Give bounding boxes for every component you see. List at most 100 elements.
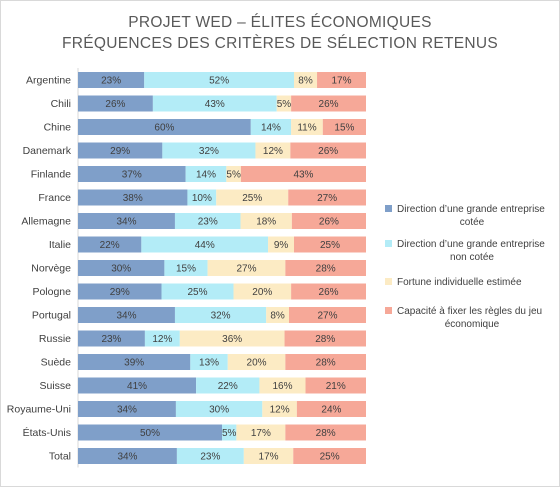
- data-label: 12%: [270, 405, 290, 416]
- legend: Direction d’une grande entreprise cotée Di…: [385, 204, 545, 330]
- bar-segment-2: [185, 166, 227, 182]
- data-label: 5%: [277, 99, 292, 110]
- category-label: Portugal: [32, 310, 71, 322]
- bar-segment-4: [291, 95, 366, 112]
- legend-label: Capacité à fixer les règles du jeu: [397, 306, 542, 317]
- bar-segment-1: [78, 424, 222, 441]
- data-label: 27%: [236, 264, 256, 275]
- plot-area: Argentine 23% 52% 8% 17% Chili 26% 43% 5% 26% Chin…: [7, 68, 366, 468]
- data-label: 8%: [270, 311, 285, 322]
- data-label: 32%: [199, 146, 219, 157]
- bar-segment-2: [174, 307, 267, 323]
- bar-segment-3: [240, 213, 292, 229]
- bar-segment-4: [305, 377, 366, 394]
- chart-title-line-2: FRÉQUENCES DES CRITÈRES DE SÉLECTION RET…: [62, 35, 498, 52]
- bar-segment-3: [266, 307, 290, 323]
- bar-segment-1: [78, 166, 186, 182]
- bar-segment-4: [322, 119, 366, 135]
- data-label: 23%: [101, 334, 121, 345]
- bar-segment-1: [78, 330, 145, 347]
- category-label: Danemark: [23, 145, 72, 157]
- bar-segment-2: [176, 448, 244, 464]
- bar-segment-3: [262, 401, 297, 417]
- data-label: 26%: [319, 99, 339, 110]
- data-label: 25%: [188, 287, 208, 298]
- data-label: 20%: [252, 287, 272, 298]
- bar-segment-3: [243, 448, 294, 464]
- data-label: 27%: [317, 193, 337, 204]
- data-label: 29%: [110, 287, 130, 298]
- legend-label: Fortune individuelle estimée: [397, 277, 522, 288]
- bar-segment-1: [78, 213, 175, 229]
- bar-segment-3: [179, 330, 285, 347]
- bar-segment-3: [259, 377, 306, 394]
- category-label: Suède: [41, 357, 72, 369]
- category-label: France: [38, 192, 71, 204]
- legend-swatch-4: [385, 307, 392, 314]
- data-label: 32%: [211, 311, 231, 322]
- bar-segment-3: [227, 354, 286, 370]
- legend-label: Direction d’une grande entreprise: [397, 239, 545, 250]
- data-label: 23%: [101, 76, 121, 87]
- data-label: 17%: [259, 452, 279, 463]
- bar-segment-4: [285, 260, 366, 276]
- data-label: 25%: [320, 452, 340, 463]
- bar-segment-4: [317, 72, 366, 88]
- category-label: États-Unis: [23, 426, 71, 439]
- bar-segment-1: [78, 119, 251, 135]
- bar-segment-2: [161, 283, 234, 300]
- data-label: 26%: [105, 99, 125, 110]
- bar-segment-4: [293, 448, 366, 464]
- data-label: 14%: [196, 170, 216, 181]
- legend-label: non cotée: [450, 252, 494, 263]
- bar-segment-1: [78, 307, 175, 323]
- bar-segment-4: [289, 307, 366, 323]
- data-label: 26%: [318, 146, 338, 157]
- category-label: Total: [49, 451, 71, 463]
- bar-segment-4: [294, 236, 366, 253]
- bar-segment-2: [162, 142, 256, 159]
- data-label: 5%: [222, 428, 237, 439]
- data-label: 25%: [242, 193, 262, 204]
- bar-segment-2: [175, 401, 263, 417]
- category-label: Russie: [39, 333, 71, 345]
- bar-segment-2: [187, 189, 217, 206]
- bar-segment-1: [78, 189, 188, 206]
- category-label: Norvège: [31, 263, 71, 275]
- legend-label: Direction d’une grande entreprise: [397, 204, 545, 215]
- bar-segment-2: [222, 424, 237, 441]
- bar-segment-3: [255, 142, 291, 159]
- data-label: 37%: [122, 170, 142, 181]
- data-label: 22%: [100, 240, 120, 251]
- data-label: 10%: [192, 193, 212, 204]
- bar-segment-1: [78, 236, 142, 253]
- category-label: Argentine: [26, 75, 71, 87]
- data-label: 28%: [316, 428, 336, 439]
- data-label: 26%: [319, 217, 339, 228]
- category-label: Suisse: [39, 380, 71, 392]
- data-label: 17%: [332, 76, 352, 87]
- bar-segment-4: [285, 424, 366, 441]
- data-label: 43%: [205, 99, 225, 110]
- legend-swatch-3: [385, 278, 392, 285]
- data-label: 15%: [176, 264, 196, 275]
- bar-segment-1: [78, 260, 165, 276]
- data-label: 28%: [316, 264, 336, 275]
- data-label: 38%: [123, 193, 143, 204]
- bar-segment-4: [291, 213, 366, 229]
- data-label: 14%: [261, 123, 281, 134]
- data-label: 5%: [226, 170, 241, 181]
- bar-segment-3: [268, 236, 294, 253]
- bar-segment-4: [296, 401, 366, 417]
- data-label: 22%: [218, 381, 238, 392]
- bar-segment-2: [250, 119, 292, 135]
- data-label: 21%: [326, 381, 346, 392]
- category-label: Royaume-Uni: [7, 404, 71, 416]
- bar-segment-1: [78, 142, 163, 159]
- chart-title-line-1: PROJET WED – ÉLITES ÉCONOMIQUES: [128, 14, 432, 31]
- data-label: 30%: [209, 405, 229, 416]
- category-label: Italie: [49, 239, 71, 251]
- data-label: 36%: [222, 334, 242, 345]
- data-label: 28%: [315, 334, 335, 345]
- bar-segment-1: [78, 401, 176, 417]
